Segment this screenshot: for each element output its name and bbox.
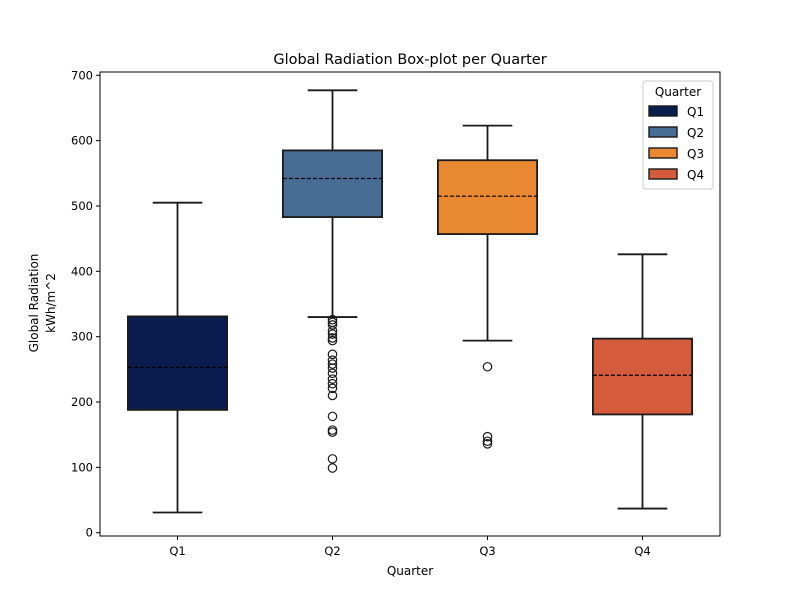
outlier-point xyxy=(327,320,338,330)
x-tick-label-q1: Q1 xyxy=(169,544,185,558)
outlier-point xyxy=(482,436,493,447)
box-body xyxy=(127,315,228,411)
outlier-point xyxy=(327,378,338,389)
outlier-point xyxy=(482,431,493,442)
y-axis-label-line1: Global Radiation xyxy=(27,254,41,353)
outlier-point xyxy=(327,374,338,384)
outlier-point xyxy=(327,335,338,346)
legend-title: Quarter xyxy=(655,85,701,99)
box-body xyxy=(281,149,383,218)
axes-frame xyxy=(99,71,721,537)
y-tick-label: 500 xyxy=(71,199,93,213)
outlier-point xyxy=(327,325,338,336)
x-tick-label-q3: Q3 xyxy=(479,544,495,558)
outlier-point xyxy=(327,454,338,464)
outlier-point xyxy=(327,463,338,473)
outlier-point xyxy=(327,425,338,435)
box-q1 xyxy=(127,201,228,514)
box-body xyxy=(592,337,694,416)
legend-label-q4: Q4 xyxy=(687,168,704,182)
legend-swatch-q1 xyxy=(648,105,678,117)
y-tick-label: 400 xyxy=(71,264,93,278)
y-tick-label: 600 xyxy=(71,134,93,148)
outlier-point xyxy=(327,390,338,401)
outlier-point xyxy=(327,349,338,360)
plot-area: 0 100 200 300 400 500 600 700 Q1 Q2 Q3 Q4 xyxy=(71,68,721,558)
y-tick-label: 700 xyxy=(71,68,93,82)
chart-title: Global Radiation Box-plot per Quarter xyxy=(273,52,546,68)
box-q3 xyxy=(436,124,538,449)
y-axis-label-line2: kWh/m^2 xyxy=(44,273,58,333)
outlier-point xyxy=(327,427,338,437)
outlier-point xyxy=(327,383,338,394)
outlier-point xyxy=(327,363,338,373)
y-tick-label: 0 xyxy=(86,526,93,540)
y-tick-label: 300 xyxy=(71,330,93,344)
legend-label-q2: Q2 xyxy=(687,126,704,140)
x-tick-label-q4: Q4 xyxy=(634,544,650,558)
legend-swatch-q4 xyxy=(648,168,678,180)
legend-label-q1: Q1 xyxy=(687,105,704,119)
box-q4 xyxy=(592,253,694,510)
outlier-point xyxy=(327,329,338,339)
box-q2 xyxy=(281,89,383,473)
y-tick-label: 100 xyxy=(71,460,93,474)
outlier-point xyxy=(327,333,338,343)
outlier-point xyxy=(482,439,493,449)
outlier-point xyxy=(327,411,338,422)
legend: Quarter Q1 Q2 Q3 Q4 xyxy=(642,80,714,190)
legend-swatch-q2 xyxy=(648,126,678,138)
outlier-point xyxy=(327,314,338,325)
x-tick-label-q2: Q2 xyxy=(324,544,340,558)
legend-swatch-q3 xyxy=(648,147,678,159)
outlier-point xyxy=(327,368,338,379)
outlier-point xyxy=(482,361,493,372)
y-tick-label: 200 xyxy=(71,395,93,409)
x-axis-label: Quarter xyxy=(387,564,433,578)
box-body xyxy=(436,159,538,235)
legend-label-q3: Q3 xyxy=(687,147,704,161)
outlier-point xyxy=(327,359,338,369)
